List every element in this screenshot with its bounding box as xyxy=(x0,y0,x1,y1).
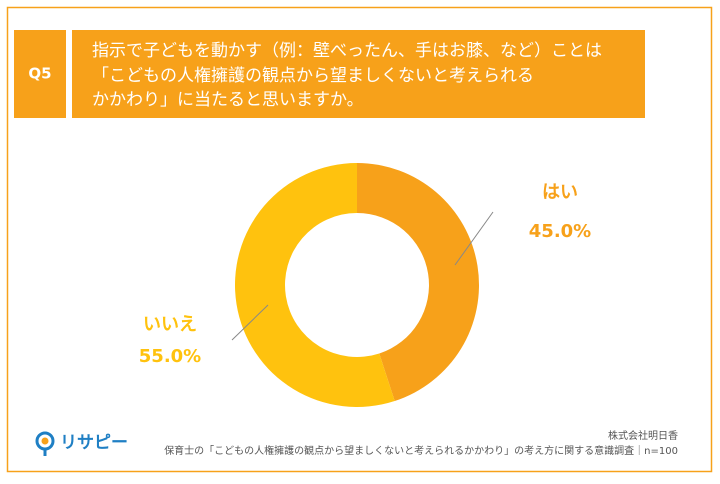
survey-note: 保育士の「こどもの人権擁護の観点から望ましくないと考えられるかかわり」の考え方に… xyxy=(164,444,678,457)
leader-line xyxy=(454,211,494,266)
question-line: 「こどもの人権擁護の観点から望ましくないと考えられる xyxy=(92,66,534,86)
category-label: はい xyxy=(542,182,578,203)
question-line: かかわり」に当たると思いますか。 xyxy=(92,90,364,110)
frame xyxy=(6,6,713,473)
question-number: Q5 xyxy=(28,65,51,83)
logo-icon xyxy=(35,431,55,456)
leader-line xyxy=(231,304,269,341)
question-number-box xyxy=(14,30,66,118)
value-label: 45.0% xyxy=(529,221,591,242)
slice xyxy=(357,163,479,402)
category-label: いいえ xyxy=(143,314,197,335)
value-label: 55.0% xyxy=(139,346,201,367)
slice xyxy=(234,163,395,408)
donut-chart: はい 45.0% いいえ 55.0% xyxy=(139,163,591,408)
question-line: 指示で子どもを動かす（例：壁べったん、手はお膝、など）ことは xyxy=(92,41,602,61)
logo-text: リサピー xyxy=(60,433,128,453)
source: 株式会社明日香 xyxy=(608,429,678,442)
question-box xyxy=(72,30,645,118)
